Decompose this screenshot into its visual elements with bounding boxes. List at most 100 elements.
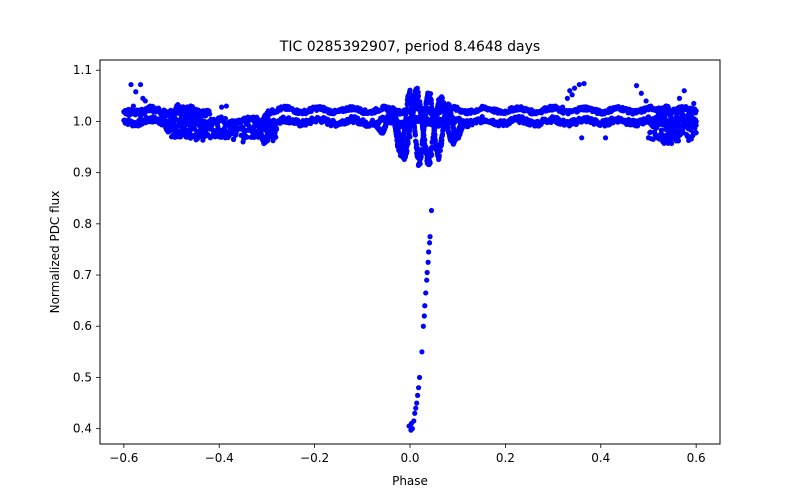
scattered_outliers-marker — [230, 136, 237, 142]
eclipse_dip-marker — [426, 249, 432, 255]
central_oscillation-marker — [427, 160, 433, 166]
central_oscillation-marker — [417, 102, 423, 108]
central_oscillation-marker — [429, 152, 435, 158]
scattered_outliers-marker — [560, 104, 566, 110]
central_oscillation-marker — [407, 87, 413, 93]
central_oscillation-marker — [415, 93, 422, 99]
scattered_outliers-marker — [152, 106, 158, 112]
central_oscillation-marker — [412, 132, 419, 138]
central_oscillation-marker — [437, 148, 443, 154]
eclipse_dip-marker — [420, 323, 426, 329]
central_oscillation-marker — [405, 140, 411, 147]
eclipse_dip-marker — [412, 410, 418, 416]
x-tick-label: −0.6 — [109, 451, 138, 465]
scattered_outliers-marker — [579, 135, 585, 141]
central_oscillation-marker — [434, 113, 440, 119]
central_oscillation-marker — [414, 85, 420, 91]
upper_band-marker — [207, 111, 213, 117]
scattered_outliers-marker — [407, 134, 413, 140]
lower_band-marker — [244, 134, 250, 140]
x-axis-label: Phase — [392, 474, 428, 488]
eclipse_dip-marker — [414, 400, 420, 406]
eclipse_dip-marker — [415, 392, 421, 398]
eclipse_dip-marker — [408, 420, 415, 427]
scattered_outliers-marker — [567, 88, 573, 94]
chart-title: TIC 0285392907, period 8.4648 days — [279, 39, 540, 55]
y-tick-label: 0.5 — [73, 370, 92, 384]
eclipse_dip-marker — [421, 313, 427, 319]
left_wiggle-marker — [207, 118, 213, 125]
x-tick-label: −0.4 — [205, 451, 234, 465]
scattered_outliers-marker — [137, 81, 144, 88]
y-tick-label: 0.8 — [73, 217, 92, 231]
lower_band-marker — [227, 125, 233, 131]
eclipse_dip-marker — [419, 349, 425, 355]
eclipse_dip-marker — [408, 427, 414, 433]
eclipse_dip-marker — [422, 303, 428, 309]
scattered_outliers-marker — [405, 126, 411, 132]
central_oscillation-marker — [427, 91, 434, 97]
scattered_outliers-marker — [223, 103, 229, 109]
lower_band-marker — [650, 136, 656, 142]
central_oscillation-marker — [439, 95, 445, 101]
lower_band-marker — [659, 131, 665, 137]
scattered_outliers-marker — [133, 89, 139, 95]
y-tick-label: 1.1 — [73, 63, 92, 77]
x-tick-label: 0.0 — [400, 451, 419, 465]
data-markers — [121, 80, 699, 433]
lower_band-marker — [273, 134, 279, 140]
lower_band-marker — [213, 128, 219, 134]
eclipse_dip-marker — [413, 405, 419, 411]
scattered_outliers-marker — [571, 85, 578, 91]
scattered_outliers-marker — [219, 104, 225, 110]
y-tick-label: 1.0 — [73, 114, 92, 128]
upper_band-marker — [693, 108, 699, 114]
x-tick-label: 0.6 — [687, 451, 706, 465]
scattered_outliers-marker — [140, 95, 146, 101]
eclipse_dip-marker — [428, 207, 435, 214]
central_oscillation-marker — [439, 137, 445, 144]
lower_band-marker — [658, 127, 665, 133]
lower_band-marker — [647, 129, 654, 135]
scattered_outliers-marker — [643, 98, 649, 104]
scattered_outliers-marker — [576, 81, 582, 88]
scattered_outliers-marker — [581, 80, 587, 87]
central_oscillation-marker — [432, 137, 438, 143]
eclipse_dip-marker — [427, 234, 433, 240]
y-axis-label: Normalized PDC flux — [48, 191, 62, 314]
x-tick-label: −0.2 — [300, 451, 329, 465]
x-tick-label: 0.4 — [591, 451, 610, 465]
central_oscillation-marker — [417, 161, 423, 167]
x-axis-ticks: −0.6 −0.4 −0.2 0.0 0.2 0.4 0.6 — [109, 444, 706, 465]
scattered_outliers-marker — [638, 90, 644, 96]
lower_band-marker — [693, 130, 699, 136]
scattered_outliers-marker — [648, 103, 654, 109]
scattered_outliers-marker — [130, 103, 136, 109]
scattered_outliers-marker — [128, 81, 134, 88]
central_oscillation-marker — [447, 104, 453, 110]
scattered_outliers-marker — [552, 103, 559, 109]
central_oscillation-marker — [464, 123, 470, 130]
plot-area — [121, 80, 699, 433]
baseline_band-marker — [222, 115, 228, 122]
scattered_outliers-marker — [633, 83, 640, 89]
scattered_outliers-marker — [676, 95, 683, 101]
scattered_outliers-marker — [564, 95, 570, 101]
y-tick-label: 0.6 — [73, 319, 92, 333]
y-axis-ticks: 0.4 0.5 0.6 0.7 0.8 0.9 1.0 1.1 — [73, 63, 100, 436]
scattered_outliers-marker — [681, 88, 687, 94]
scattered_outliers-marker — [240, 139, 246, 145]
lower_band-marker — [669, 140, 675, 146]
scattered_outliers-marker — [602, 135, 609, 141]
eclipse_dip-marker — [424, 269, 430, 276]
lower_band-marker — [224, 128, 230, 135]
scattered_outliers-marker — [147, 103, 153, 109]
central_oscillation-marker — [432, 132, 438, 138]
left_wiggle-marker — [273, 126, 280, 132]
eclipse_dip-marker — [423, 290, 429, 296]
central_oscillation-marker — [410, 109, 416, 115]
central_oscillation-marker — [424, 104, 430, 111]
eclipse_dip-marker — [425, 259, 431, 265]
